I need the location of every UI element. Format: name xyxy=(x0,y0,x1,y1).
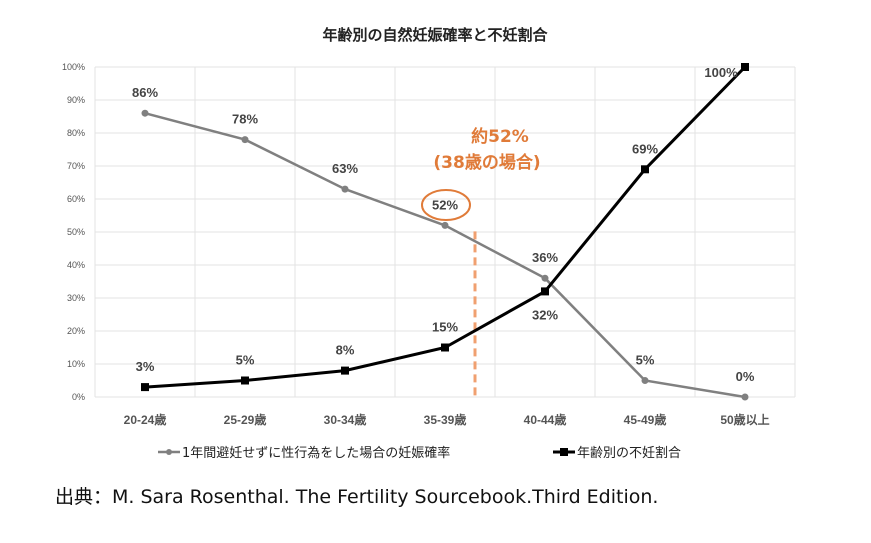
y-tick-label: 40% xyxy=(67,260,85,270)
data-point xyxy=(641,377,649,384)
x-tick-label: 50歳以上 xyxy=(720,412,769,427)
y-tick-label: 0% xyxy=(72,392,85,402)
data-point xyxy=(741,393,749,401)
data-point xyxy=(541,274,549,282)
x-tick-label: 35-39歳 xyxy=(424,412,467,427)
data-point xyxy=(241,376,249,385)
highlight-circle xyxy=(421,189,471,221)
data-label: 63% xyxy=(332,161,358,176)
data-label: 52% xyxy=(432,197,458,212)
annotation-line2: (38歳の場合) xyxy=(433,152,540,173)
data-point xyxy=(541,287,549,296)
data-label: 78% xyxy=(232,112,258,127)
data-label: 8% xyxy=(336,343,355,358)
y-tick-label: 100% xyxy=(62,62,85,72)
data-label: 36% xyxy=(532,250,558,265)
x-tick-label: 40-44歳 xyxy=(524,412,567,427)
y-tick-label: 20% xyxy=(67,326,85,336)
x-tick-label: 30-34歳 xyxy=(324,412,367,427)
data-point xyxy=(341,366,349,375)
y-tick-label: 60% xyxy=(67,194,85,204)
data-point xyxy=(441,221,449,229)
y-tick-label: 50% xyxy=(67,227,85,237)
data-point xyxy=(741,63,749,71)
data-point xyxy=(141,109,149,117)
source-citation: 出典：M. Sara Rosenthal. The Fertility Sour… xyxy=(55,486,659,508)
annotation-line1: 約52% xyxy=(471,126,529,147)
y-tick-label: 70% xyxy=(67,161,85,171)
legend-marker xyxy=(560,448,568,456)
data-label: 15% xyxy=(432,320,458,335)
data-label: 32% xyxy=(532,307,558,322)
data-point xyxy=(641,165,649,174)
data-label: 100% xyxy=(704,65,738,80)
data-label: 3% xyxy=(136,359,155,374)
chart-title: 年齢別の自然妊娠確率と不妊割合 xyxy=(322,26,548,44)
data-point xyxy=(241,136,249,144)
y-tick-label: 10% xyxy=(67,359,85,369)
data-label: 5% xyxy=(636,353,655,368)
x-tick-label: 25-29歳 xyxy=(224,412,267,427)
data-label: 69% xyxy=(632,141,658,156)
x-tick-label: 45-49歳 xyxy=(624,412,667,427)
y-tick-label: 80% xyxy=(67,128,85,138)
data-label: 0% xyxy=(736,369,755,384)
data-point xyxy=(341,185,349,193)
data-point xyxy=(441,343,449,352)
data-label: 5% xyxy=(236,353,255,368)
legend-label: 年齢別の不妊割合 xyxy=(577,445,681,461)
legend-marker xyxy=(166,449,172,455)
legend-label: 1年間避妊せずに性行為をした場合の妊娠確率 xyxy=(182,445,450,461)
x-tick-label: 20-24歳 xyxy=(124,412,167,427)
y-tick-label: 90% xyxy=(67,95,85,105)
data-point xyxy=(141,383,149,392)
y-tick-label: 30% xyxy=(67,293,85,303)
data-label: 86% xyxy=(132,85,158,100)
